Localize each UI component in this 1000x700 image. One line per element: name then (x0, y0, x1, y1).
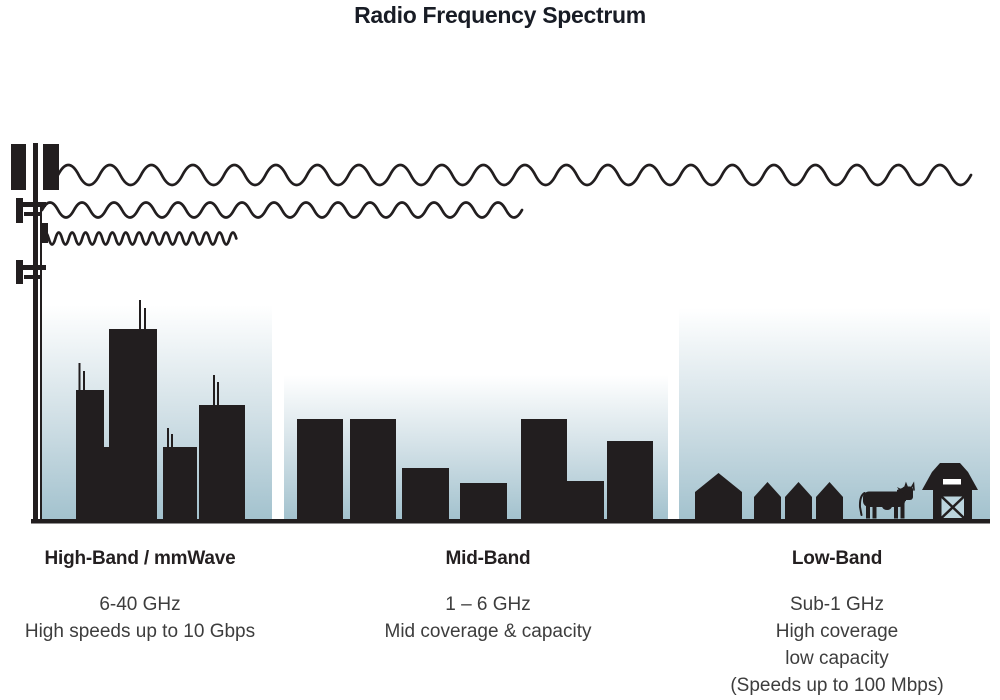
low-band-speed: (Speeds up to 100 Mbps) (730, 675, 944, 696)
ground-line (31, 519, 990, 524)
spectrum-graphic (11, 143, 990, 524)
tower-left-panel-1 (16, 198, 23, 223)
cow-leg (866, 503, 870, 519)
low-band-capacity: low capacity (785, 648, 889, 669)
mid-building (402, 468, 449, 519)
house-icon (754, 482, 781, 519)
skyscraper (76, 390, 104, 519)
mid-band-frequency: 1 – 6 GHz (445, 594, 531, 615)
wave-medium (40, 201, 524, 219)
mid-band-heading: Mid-Band (445, 548, 531, 569)
mid-building (607, 441, 653, 519)
cow-leg (900, 503, 905, 519)
tower-left-panel-2 (16, 260, 23, 284)
rooftop-antenna (83, 371, 85, 391)
high-band-label-block: High-Band / mmWave 6-40 GHz High speeds … (0, 548, 310, 645)
mid-building (460, 483, 507, 519)
tower-crossbar-1 (19, 202, 46, 207)
skyscraper (103, 447, 109, 519)
barn-loft-vent (943, 479, 961, 485)
high-band-details: 6-40 GHz High speeds up to 10 Gbps (0, 591, 310, 645)
cow-udder (882, 502, 892, 510)
tower-crossbar-2 (19, 265, 46, 270)
rooftop-antenna (167, 428, 169, 448)
skyscraper (109, 329, 157, 519)
tower-pole-thin (40, 203, 42, 523)
high-band-heading: High-Band / mmWave (44, 548, 236, 569)
cell-tower-icon (11, 143, 59, 523)
mid-band-label-block: Mid-Band 1 – 6 GHz Mid coverage & capaci… (318, 548, 658, 645)
rooftop-antenna (217, 382, 219, 406)
rooftop-antenna (213, 375, 215, 406)
mid-building (297, 419, 343, 519)
mid-building (350, 419, 396, 519)
barn-door-cross (940, 495, 965, 519)
barn-roof (922, 463, 978, 490)
mid-band-details: 1 – 6 GHz Mid coverage & capacity (318, 591, 658, 645)
tower-crossbar-1b (24, 212, 42, 216)
cow-leg (872, 503, 877, 519)
low-band-details: Sub-1 GHz High coverage low capacity (Sp… (667, 591, 1000, 699)
cow-tail (858, 492, 866, 516)
wave-short (40, 231, 238, 246)
tower-top-right-antenna (43, 144, 59, 190)
mid-building-annex (567, 481, 604, 519)
tower-top-left-antenna (11, 144, 26, 190)
house-icon (785, 482, 812, 519)
tower-mid-panel (42, 223, 48, 243)
skyscraper (163, 447, 197, 519)
radio-waves (40, 163, 973, 246)
house-icon (695, 473, 742, 519)
mid-band-description: Mid coverage & capacity (384, 621, 592, 642)
cow-icon (858, 481, 915, 519)
page-title: Radio Frequency Spectrum (354, 2, 646, 28)
rooftop-antenna (78, 363, 81, 391)
low-band-heading: Low-Band (791, 548, 883, 569)
high-band-description: High speeds up to 10 Gbps (24, 621, 256, 642)
low-band-scene (695, 463, 978, 521)
wave-long (56, 163, 973, 187)
low-band-frequency: Sub-1 GHz (790, 594, 884, 615)
high-band-skyline (76, 300, 245, 519)
low-band-label-block: Low-Band Sub-1 GHz High coverage low cap… (667, 548, 1000, 699)
high-band-frequency: 6-40 GHz (99, 594, 181, 615)
tower-pole (33, 143, 38, 523)
rooftop-antenna (171, 434, 173, 448)
low-band-coverage: High coverage (775, 621, 899, 642)
skyscraper (199, 405, 245, 519)
tower-crossbar-2b (24, 275, 42, 279)
rooftop-antenna (139, 300, 141, 330)
mid-band-skyline (297, 419, 653, 519)
house-icon (816, 482, 843, 519)
rooftop-antenna (144, 308, 146, 330)
mid-building (521, 419, 567, 519)
cow-leg (894, 503, 898, 519)
barn-icon (922, 463, 978, 521)
